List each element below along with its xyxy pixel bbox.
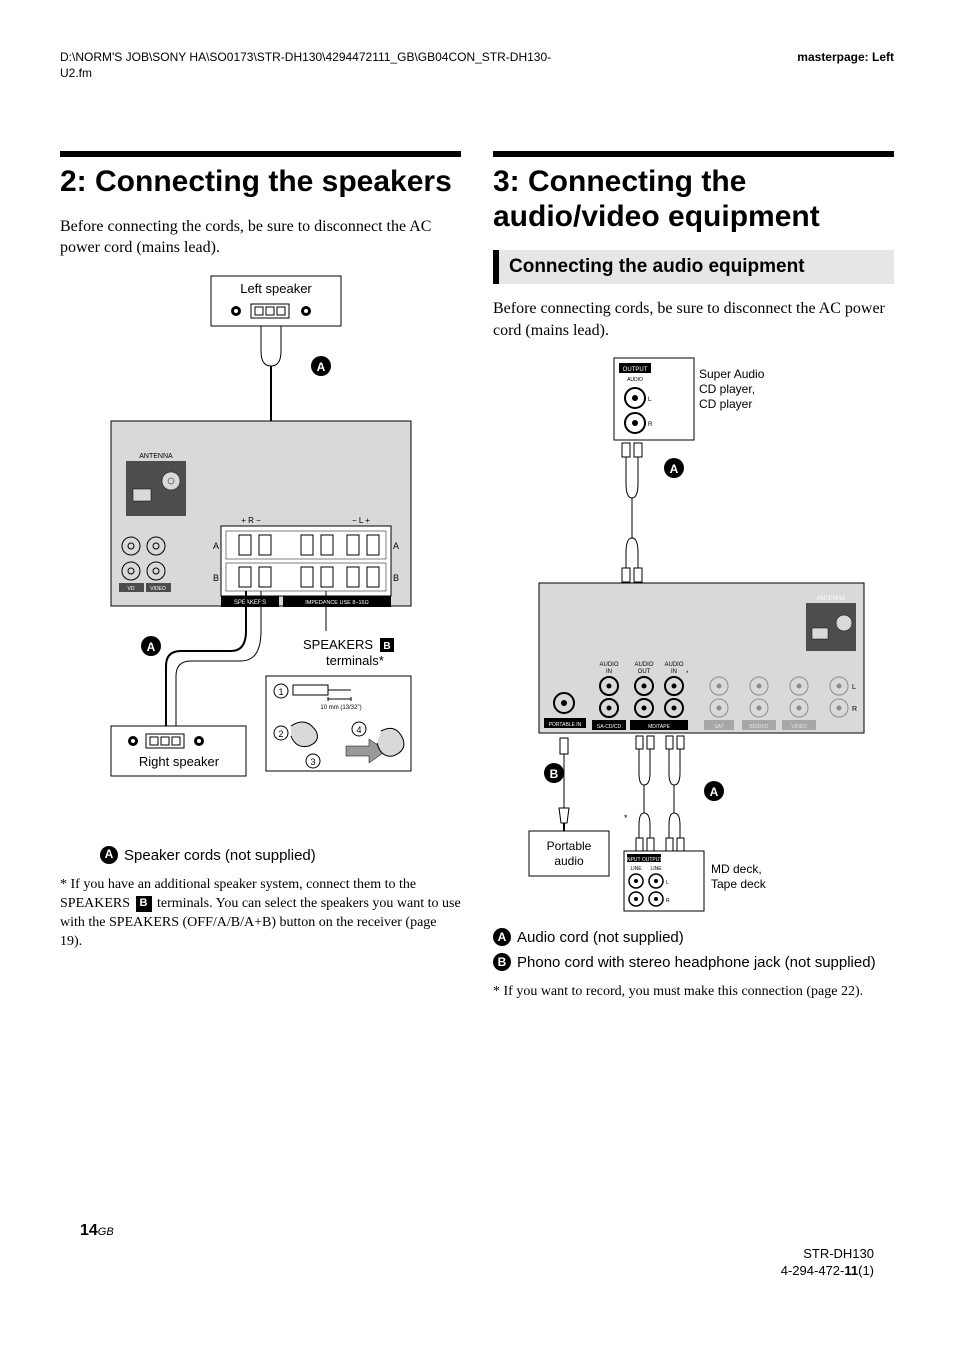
svg-text:A: A [669,462,678,476]
section-2-title: 2: Connecting the speakers [60,165,461,200]
section-3-title: 3: Connecting the audio/video equipment [493,165,894,234]
section-rule [60,151,461,157]
section-2-intro: Before connecting the cords, be sure to … [60,216,461,259]
header-masterpage: masterpage: Left [797,50,894,81]
page-number: 14GB [80,1222,114,1240]
caption-a-text: Speaker cords (not supplied) [124,845,316,866]
svg-text:A: A [316,360,325,374]
svg-text:PORTABLE IN: PORTABLE IN [548,722,581,728]
svg-text:R: R [666,898,670,904]
svg-text:2: 2 [278,729,283,739]
svg-text:CD player,: CD player, [699,382,755,396]
marker-b-icon: B [493,953,511,971]
content-columns: 2: Connecting the speakers Before connec… [60,151,894,1002]
footer-partno: 4-294-472-11(1) [781,1263,874,1280]
marker-a-icon: A [100,846,118,864]
svg-text:+ R −: + R − [241,516,261,525]
section-3-intro: Before connecting cords, be sure to disc… [493,298,894,341]
svg-text:VIDEO: VIDEO [150,586,166,592]
svg-text:3: 3 [310,757,315,767]
footer-model: STR-DH130 [781,1246,874,1263]
svg-text:B: B [393,573,399,583]
svg-text:CD player: CD player [699,397,752,411]
svg-text:L: L [666,880,669,886]
svg-text:10 mm (13/32"): 10 mm (13/32") [320,705,361,711]
svg-text:MD deck,: MD deck, [711,862,762,876]
header-path: D:\NORM'S JOB\SONY HA\SO0173\STR-DH130\4… [60,50,580,81]
audio-caption-a: A Audio cord (not supplied) [493,927,894,948]
right-column: 3: Connecting the audio/video equipment … [493,151,894,1002]
svg-text:4: 4 [356,725,361,735]
svg-text:B: B [212,573,218,583]
speaker-caption-a: A Speaker cords (not supplied) [100,845,461,866]
svg-text:*: * [624,813,628,823]
svg-text:1: 1 [278,687,283,697]
svg-text:IN: IN [606,669,612,675]
svg-text:A: A [709,785,718,799]
svg-text:R: R [648,422,653,428]
svg-text:BD/DVD: BD/DVD [749,724,768,730]
svg-text:LINE: LINE [630,866,642,872]
speaker-diagram: Left speaker A ANTENNA [60,271,461,831]
svg-text:A: A [393,541,399,551]
marker-a-icon: A [493,928,511,946]
svg-text:audio: audio [554,854,584,868]
svg-text:Right speaker: Right speaker [138,754,219,769]
speaker-footnote: * If you have an additional speaker syst… [60,876,461,952]
footer: STR-DH130 4-294-472-11(1) [781,1246,874,1280]
svg-text:OUTPUT: OUTPUT [622,367,647,373]
svg-text:− L +: − L + [352,516,370,525]
svg-text:SPEAKERS: SPEAKERS [303,637,373,652]
caption-a-text: Audio cord (not supplied) [517,927,684,948]
svg-text:ANTENNA: ANTENNA [816,596,845,602]
svg-text:IN: IN [671,669,677,675]
svg-text:SAT: SAT [714,724,723,730]
svg-text:VIDEO: VIDEO [791,724,807,730]
svg-text:Portable: Portable [546,839,591,853]
left-speaker-label: Left speaker [240,281,312,296]
caption-b-text: Phono cord with stereo headphone jack (n… [517,952,876,973]
audio-footnote: * If you want to record, you must make t… [493,983,894,1002]
page-header: D:\NORM'S JOB\SONY HA\SO0173\STR-DH130\4… [60,50,894,81]
svg-text:L: L [852,684,856,691]
svg-text:terminals*: terminals* [326,653,384,668]
audio-diagram: OUTPUT AUDIO L R Super Audio CD player, … [493,353,894,913]
subsection-title: Connecting the audio equipment [493,250,894,284]
svg-text:VD: VD [127,586,134,592]
svg-text:ANTENNA: ANTENNA [139,453,173,460]
speakers-b-icon: B [136,896,152,912]
section-rule [493,151,894,157]
svg-text:A: A [146,640,155,654]
svg-text:A: A [212,541,218,551]
svg-text:AUDIO: AUDIO [634,662,653,668]
svg-text:INPUT OUTPUT: INPUT OUTPUT [625,857,662,863]
svg-text:B: B [549,767,558,781]
svg-text:AUDIO: AUDIO [664,662,683,668]
svg-text:OUT: OUT [637,669,650,675]
svg-text:Tape deck: Tape deck [711,877,767,891]
svg-text:LINE: LINE [650,866,662,872]
svg-text:AUDIO: AUDIO [627,377,643,383]
svg-text:AUDIO: AUDIO [599,662,618,668]
svg-text:IMPEDANCE USE 8–16Ω: IMPEDANCE USE 8–16Ω [305,600,368,606]
svg-text:SA-CD/CD: SA-CD/CD [596,724,621,730]
svg-text:B: B [383,641,390,652]
cd-label: Super Audio [699,367,765,381]
svg-text:MD/TAPE: MD/TAPE [648,724,671,730]
svg-text:R: R [852,706,857,713]
audio-caption-b: B Phono cord with stereo headphone jack … [493,952,894,973]
left-column: 2: Connecting the speakers Before connec… [60,151,461,1002]
